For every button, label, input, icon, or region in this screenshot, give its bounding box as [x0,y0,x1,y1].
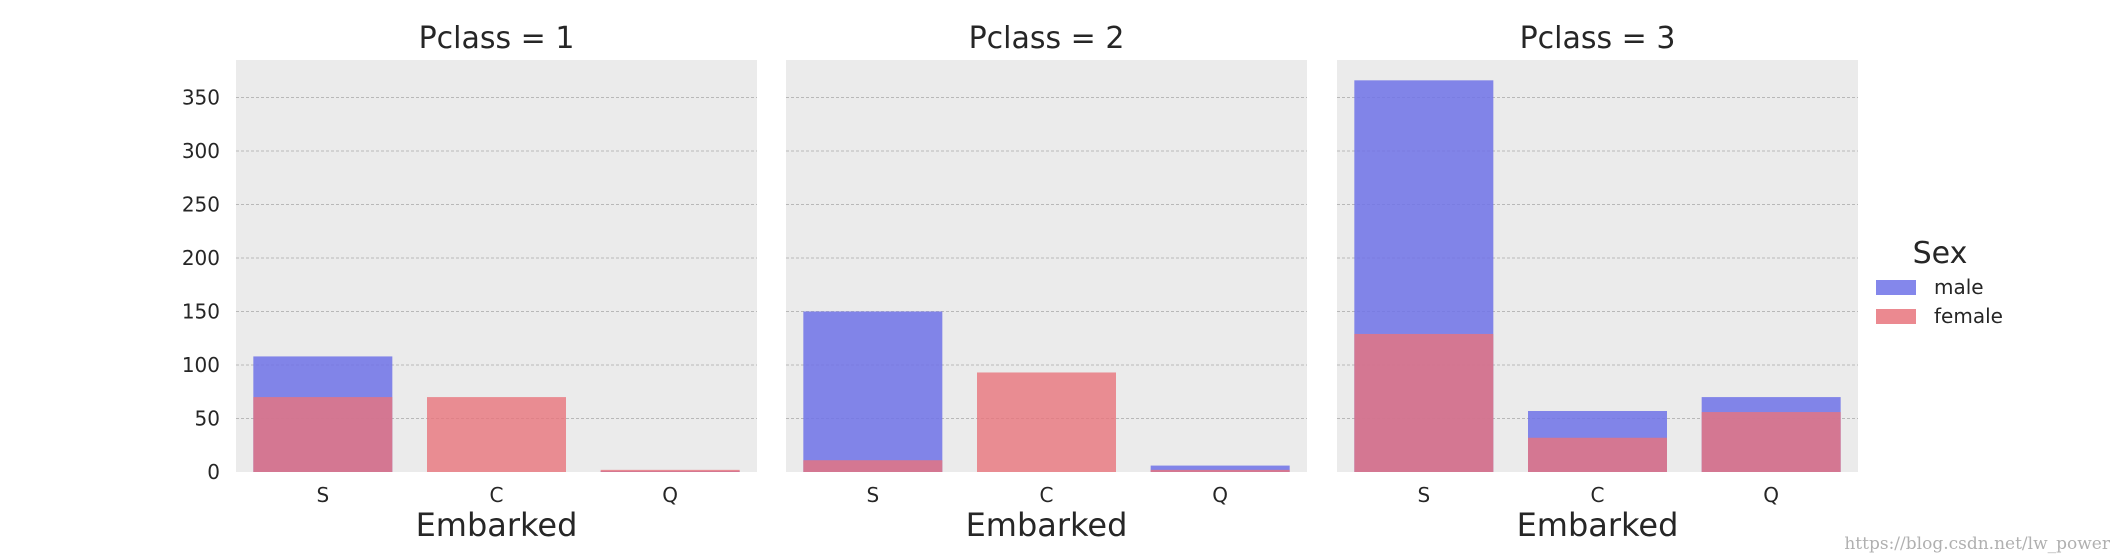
y-tick-label: 300 [182,139,220,163]
x-tick-label: Q [1763,483,1779,507]
bar-female [1354,333,1494,472]
facet-title: Pclass = 3 [1520,21,1676,56]
x-axis-label: Embarked [966,506,1128,544]
bar-female [803,460,943,472]
x-tick-label: C [490,483,504,507]
legend-swatch-male [1876,280,1916,295]
x-tick-label: Q [1212,483,1228,507]
y-tick-label: 50 [195,406,220,430]
x-tick-label: S [316,483,329,507]
bar-female [253,397,393,472]
legend-swatch-female [1876,309,1916,324]
x-tick-label: Q [662,483,678,507]
bar-female [1150,469,1290,472]
y-tick-label: 0 [207,460,220,484]
y-tick-label: 100 [182,353,220,377]
x-tick-label: S [866,483,879,507]
legend-title: Sex [1913,236,1968,271]
x-axis-label: Embarked [1517,506,1679,544]
bar-female [977,372,1116,472]
legend-label-female: female [1934,304,2003,328]
bar-female [600,469,740,472]
bar-female [1701,412,1841,472]
y-tick-label: 250 [182,192,220,216]
x-tick-label: C [1040,483,1054,507]
bar-female [1528,437,1667,472]
facet-title: Pclass = 1 [419,21,575,56]
y-tick-label: 150 [182,299,220,323]
x-tick-label: C [1591,483,1605,507]
y-tick-label: 200 [182,246,220,270]
bar-female [427,397,566,472]
y-tick-label: 350 [182,85,220,109]
bar-male [803,311,943,472]
bar-male [1150,465,1290,472]
x-tick-label: S [1417,483,1430,507]
facet-title: Pclass = 2 [969,21,1125,56]
legend-label-male: male [1934,275,1984,299]
watermark-text: https://blog.csdn.net/lw_power [1844,534,2110,554]
x-axis-label: Embarked [416,506,578,544]
